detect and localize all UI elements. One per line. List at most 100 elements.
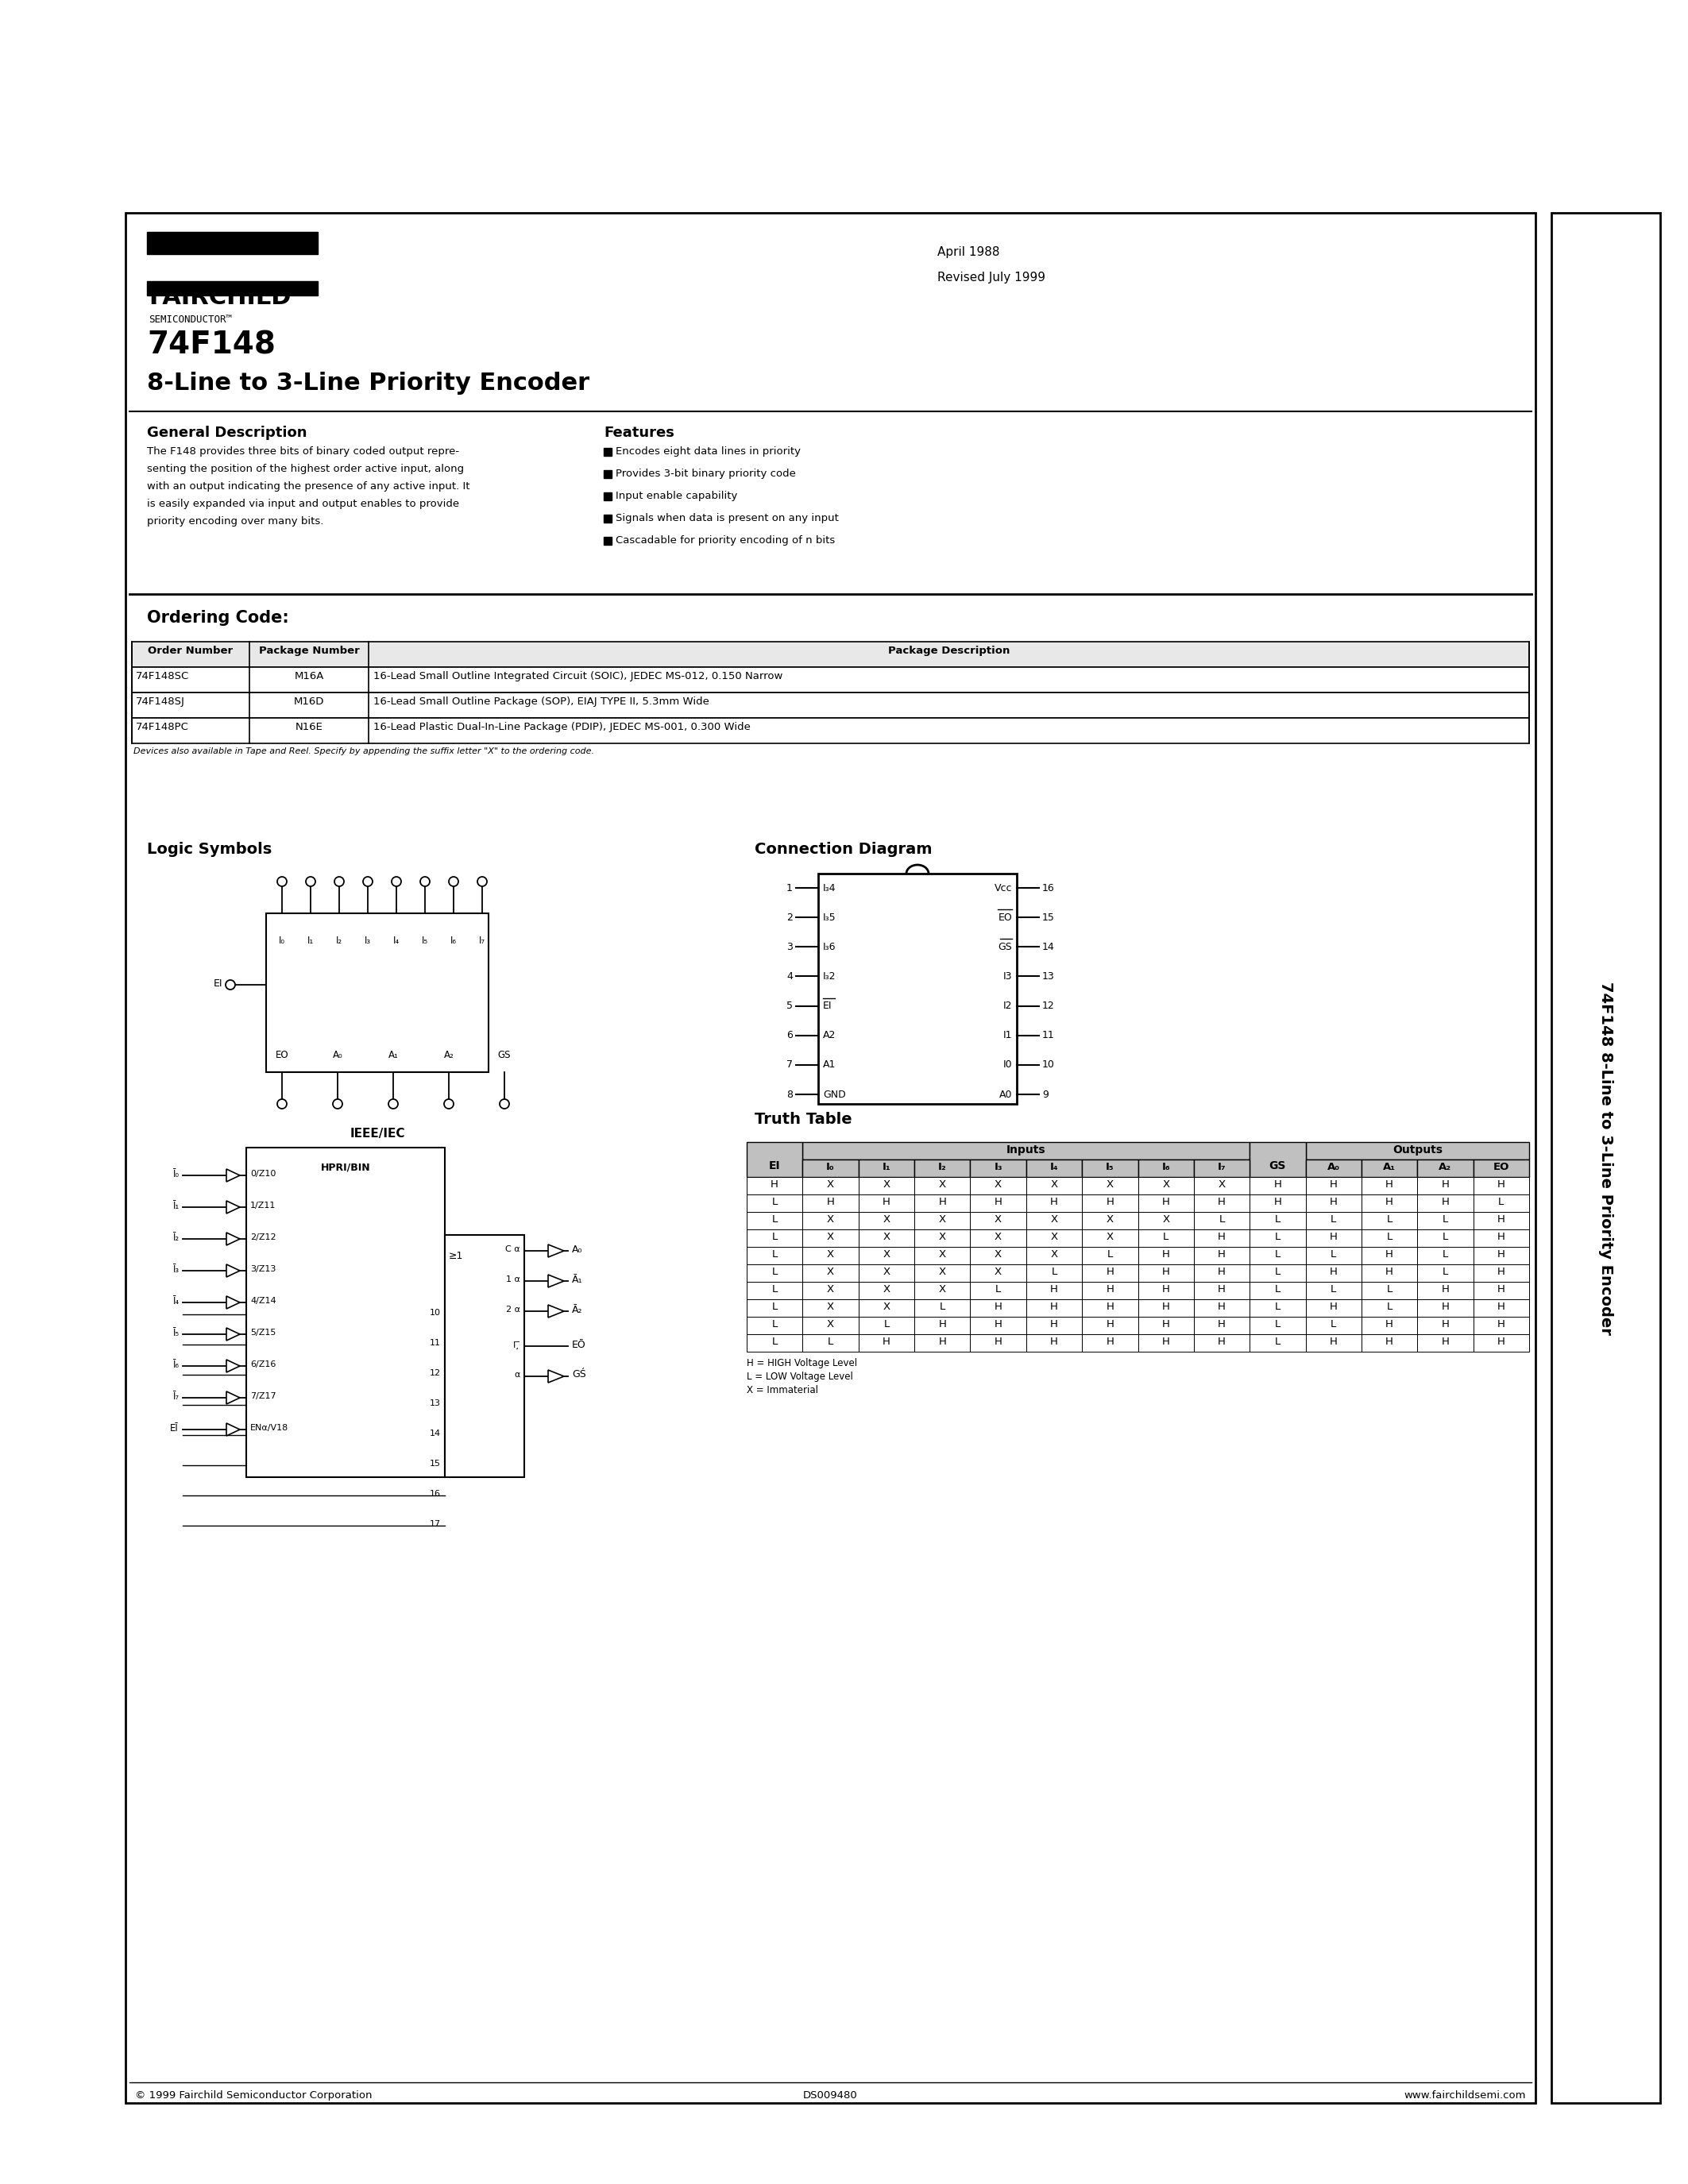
Text: L: L — [1274, 1337, 1281, 1348]
Bar — [1305, 1265, 1362, 1282]
Bar — [746, 1334, 802, 1352]
Bar — [1249, 1299, 1305, 1317]
Bar — [1026, 1282, 1082, 1299]
Polygon shape — [226, 1361, 240, 1372]
Text: 17: 17 — [430, 1520, 441, 1529]
Text: X: X — [994, 1267, 1001, 1278]
Text: 13: 13 — [430, 1400, 441, 1406]
Text: L: L — [771, 1232, 778, 1243]
Text: X: X — [939, 1284, 945, 1295]
Text: H: H — [1330, 1179, 1337, 1190]
Bar — [1082, 1282, 1138, 1299]
Bar — [1026, 1265, 1082, 1282]
Bar — [859, 1230, 915, 1247]
Bar — [1362, 1160, 1418, 1177]
Text: H: H — [1330, 1232, 1337, 1243]
Bar — [746, 1247, 802, 1265]
Text: I₃4: I₃4 — [824, 882, 836, 893]
Bar — [1305, 1142, 1529, 1160]
Text: H: H — [1497, 1267, 1506, 1278]
Text: I₇: I₇ — [1217, 1162, 1225, 1173]
Text: A₂: A₂ — [1438, 1162, 1452, 1173]
Bar — [971, 1317, 1026, 1334]
Bar — [1193, 1334, 1249, 1352]
Text: 2: 2 — [787, 913, 793, 922]
Text: FAIRCHILD: FAIRCHILD — [149, 286, 290, 308]
Text: I₀: I₀ — [279, 935, 285, 946]
Text: 74F148 8-Line to 3-Line Priority Encoder: 74F148 8-Line to 3-Line Priority Encoder — [1599, 981, 1614, 1334]
Text: H: H — [1050, 1337, 1058, 1348]
Text: H: H — [939, 1337, 947, 1348]
Bar — [802, 1212, 859, 1230]
Text: X: X — [883, 1214, 890, 1225]
Text: X: X — [1050, 1179, 1058, 1190]
Text: 5: 5 — [787, 1000, 793, 1011]
Bar — [1249, 1317, 1305, 1334]
Bar — [147, 282, 317, 295]
Text: Ī₄: Ī₄ — [172, 1295, 179, 1306]
Text: A₁: A₁ — [1382, 1162, 1396, 1173]
Text: 15: 15 — [1041, 913, 1055, 922]
Text: 16-Lead Small Outline Integrated Circuit (SOIC), JEDEC MS-012, 0.150 Narrow: 16-Lead Small Outline Integrated Circuit… — [373, 670, 783, 681]
Bar — [819, 874, 1016, 1103]
Bar — [1138, 1265, 1193, 1282]
Text: Encodes eight data lines in priority: Encodes eight data lines in priority — [616, 446, 800, 456]
Circle shape — [333, 1099, 343, 1109]
Text: X: X — [827, 1284, 834, 1295]
Text: X: X — [827, 1214, 834, 1225]
Text: 9: 9 — [1041, 1090, 1048, 1099]
Bar — [132, 692, 1529, 719]
Bar — [1249, 1177, 1305, 1195]
Text: H: H — [1330, 1267, 1337, 1278]
Text: I₂: I₂ — [336, 935, 343, 946]
Text: L: L — [1443, 1249, 1448, 1260]
Bar — [1249, 1282, 1305, 1299]
Text: α: α — [515, 1372, 520, 1378]
Bar — [1305, 1334, 1362, 1352]
Text: 74F148SC: 74F148SC — [135, 670, 189, 681]
Bar — [1305, 1195, 1362, 1212]
Text: X: X — [827, 1249, 834, 1260]
Bar — [802, 1230, 859, 1247]
Bar — [859, 1160, 915, 1177]
Bar — [1082, 1230, 1138, 1247]
Text: H: H — [771, 1179, 778, 1190]
Bar — [1138, 1212, 1193, 1230]
Bar — [1082, 1195, 1138, 1212]
Text: Ī₇: Ī₇ — [172, 1391, 179, 1402]
Text: L: L — [771, 1214, 778, 1225]
Text: L: L — [1274, 1214, 1281, 1225]
Text: 4: 4 — [787, 972, 793, 981]
Bar — [915, 1299, 971, 1317]
Bar — [859, 1317, 915, 1334]
Text: 74F148SJ: 74F148SJ — [135, 697, 186, 708]
Text: 11: 11 — [1041, 1031, 1055, 1040]
Text: H: H — [1106, 1197, 1114, 1208]
Bar — [971, 1177, 1026, 1195]
Bar — [1418, 1195, 1474, 1212]
Text: 2/Z12: 2/Z12 — [250, 1234, 277, 1241]
Bar — [971, 1247, 1026, 1265]
Bar — [746, 1299, 802, 1317]
Text: 12: 12 — [430, 1369, 441, 1378]
Text: HPRI/BIN: HPRI/BIN — [321, 1162, 370, 1173]
Text: I₃: I₃ — [365, 935, 371, 946]
Text: H: H — [1106, 1284, 1114, 1295]
Bar — [1362, 1299, 1418, 1317]
Bar — [1305, 1160, 1362, 1177]
Bar — [1026, 1317, 1082, 1334]
Bar — [1138, 1195, 1193, 1212]
Bar — [132, 642, 1529, 666]
Polygon shape — [549, 1304, 564, 1317]
Text: L: L — [1107, 1249, 1112, 1260]
Bar — [1362, 1334, 1418, 1352]
Circle shape — [277, 876, 287, 887]
Circle shape — [363, 876, 373, 887]
Bar — [971, 1282, 1026, 1299]
Text: A₁: A₁ — [388, 1051, 398, 1059]
Bar — [746, 1195, 802, 1212]
Bar — [1474, 1265, 1529, 1282]
Text: Ī₆: Ī₆ — [172, 1358, 179, 1369]
Text: H: H — [1161, 1197, 1170, 1208]
Bar — [1249, 1334, 1305, 1352]
